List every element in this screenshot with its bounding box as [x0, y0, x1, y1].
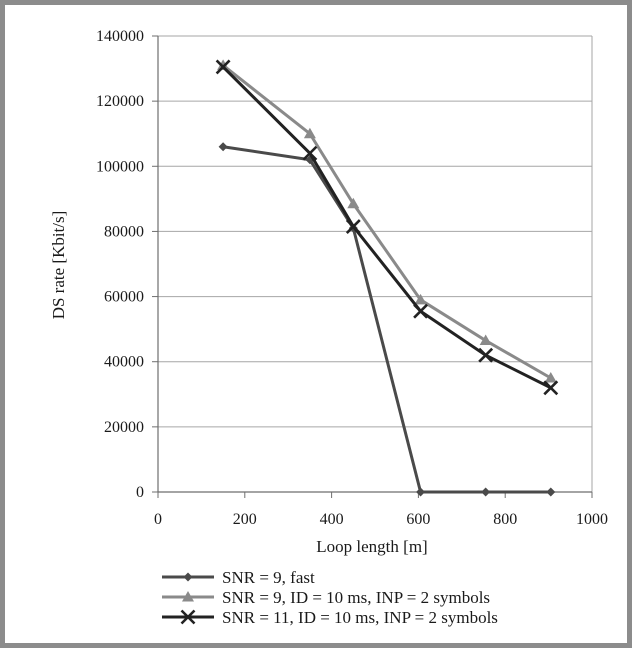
x-tick-label: 400: [320, 511, 344, 528]
data-point-x: [345, 219, 361, 234]
x-marker-stroke: [215, 59, 231, 75]
data-point-x: [413, 303, 428, 319]
x-tick-label: 0: [154, 511, 162, 528]
legend-label: SNR = 9, ID = 10 ms, INP = 2 symbols: [222, 588, 490, 607]
data-point-diamond: [183, 572, 193, 582]
y-tick-label: 120000: [96, 93, 144, 110]
x-marker-stroke: [543, 380, 559, 396]
x-marker-stroke: [413, 303, 428, 319]
data-point-x: [180, 609, 196, 625]
data-point-triangle: [217, 59, 230, 70]
data-point-triangle: [544, 372, 557, 383]
data-series: [215, 59, 559, 497]
y-axis-title: DS rate [Kbit/s]: [49, 211, 68, 320]
data-point-x: [302, 145, 318, 161]
x-axis-title: Loop length [m]: [316, 537, 427, 556]
data-point-triangle: [347, 197, 360, 209]
y-tick-label: 20000: [104, 419, 144, 436]
data-point-x: [478, 347, 494, 363]
data-point-x: [215, 59, 231, 75]
series-1: [218, 142, 556, 497]
y-tick-label: 60000: [104, 289, 144, 306]
series-2: [217, 59, 557, 383]
y-tick-label: 0: [136, 484, 144, 501]
x-marker-stroke: [302, 145, 318, 161]
x-tick-labels: 0 200 400 600 800 1000: [154, 511, 608, 528]
data-point-triangle: [414, 293, 427, 305]
legend-item-3: SNR = 11, ID = 10 ms, INP = 2 symbols: [162, 608, 498, 627]
x-marker-stroke: [345, 219, 361, 234]
data-point-diamond: [546, 487, 556, 497]
data-point-diamond: [416, 487, 426, 497]
legend-label: SNR = 9, fast: [222, 568, 315, 587]
x-marker-stroke: [180, 609, 196, 625]
y-tick-label: 40000: [104, 354, 144, 371]
series-line: [222, 65, 552, 390]
legend-item-2: SNR = 9, ID = 10 ms, INP = 2 symbols: [162, 588, 490, 607]
y-tick-label: 140000: [96, 28, 144, 45]
y-tick-labels: 0 20000 40000 60000 80000 100000 120000 140000: [96, 28, 144, 501]
data-point-x: [543, 380, 559, 396]
series-3: [215, 59, 559, 396]
gridlines: [158, 35, 593, 492]
legend-label: SNR = 11, ID = 10 ms, INP = 2 symbols: [222, 608, 498, 627]
legend-item-1: SNR = 9, fast: [162, 568, 315, 587]
data-point-triangle: [479, 334, 492, 346]
axes: [152, 35, 593, 498]
series-line: [222, 64, 552, 380]
data-point-triangle: [303, 127, 316, 139]
x-tick-label: 1000: [576, 511, 608, 528]
series-line: [222, 145, 551, 494]
data-point-triangle: [182, 591, 194, 602]
x-tick-label: 600: [406, 511, 430, 528]
x-marker-stroke: [478, 347, 494, 363]
data-point-diamond: [481, 487, 491, 497]
x-tick-label: 200: [233, 511, 257, 528]
data-point-diamond: [218, 142, 228, 152]
x-tick-label: 800: [493, 511, 517, 528]
y-tick-label: 100000: [96, 158, 144, 175]
y-tick-label: 80000: [104, 223, 144, 240]
